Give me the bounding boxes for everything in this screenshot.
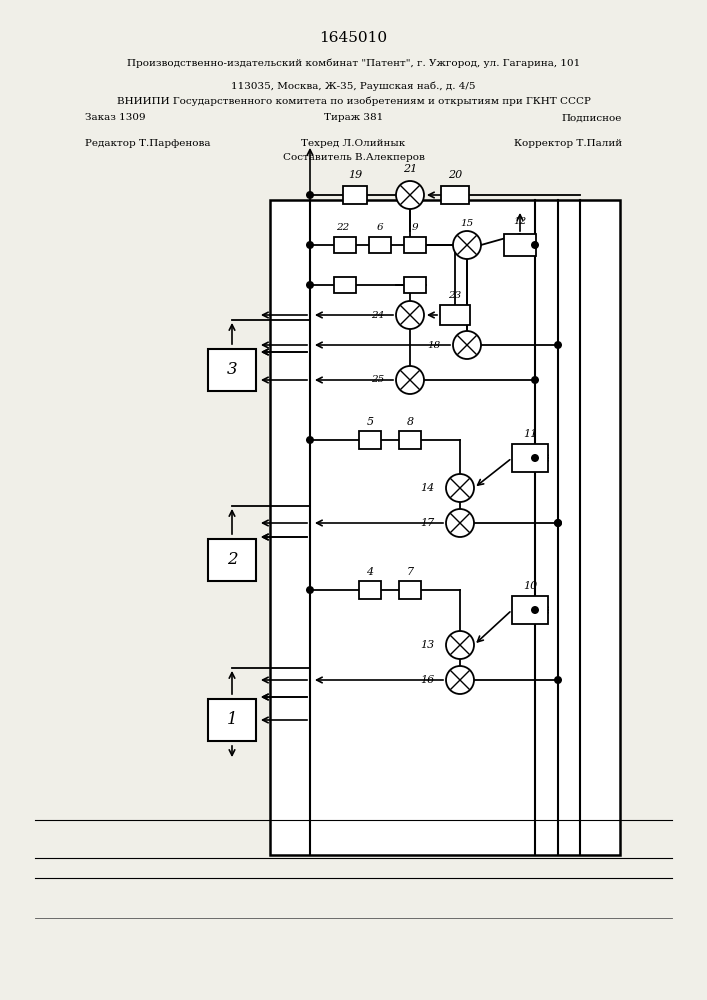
Text: 2: 2 bbox=[227, 552, 238, 568]
Text: 11: 11 bbox=[523, 429, 537, 439]
Text: 14: 14 bbox=[420, 483, 434, 493]
Bar bbox=[440, 305, 470, 325]
Text: 12: 12 bbox=[513, 217, 527, 226]
Text: 22: 22 bbox=[337, 223, 350, 232]
Circle shape bbox=[396, 301, 424, 329]
Bar bbox=[270, 200, 620, 855]
Circle shape bbox=[446, 666, 474, 694]
Text: 3: 3 bbox=[227, 361, 238, 378]
Text: Корректор Т.Палий: Корректор Т.Палий bbox=[514, 138, 622, 147]
Text: 7: 7 bbox=[407, 567, 414, 577]
Text: 8: 8 bbox=[407, 417, 414, 427]
Text: 18: 18 bbox=[428, 340, 441, 350]
Bar bbox=[512, 596, 548, 624]
Bar bbox=[343, 186, 367, 204]
Circle shape bbox=[531, 454, 539, 462]
Circle shape bbox=[453, 331, 481, 359]
Text: 1645010: 1645010 bbox=[319, 31, 387, 45]
Text: 24: 24 bbox=[370, 310, 384, 320]
Bar bbox=[359, 581, 381, 599]
Bar bbox=[208, 539, 256, 581]
Text: Заказ 1309: Заказ 1309 bbox=[85, 113, 146, 122]
Text: 4: 4 bbox=[366, 567, 373, 577]
Circle shape bbox=[306, 281, 314, 289]
Circle shape bbox=[446, 474, 474, 502]
Bar bbox=[359, 431, 381, 449]
Bar bbox=[208, 699, 256, 741]
Text: 9: 9 bbox=[411, 223, 419, 232]
Text: 20: 20 bbox=[448, 170, 462, 180]
Circle shape bbox=[554, 341, 562, 349]
Circle shape bbox=[306, 191, 314, 199]
Text: 113035, Москва, Ж-35, Раушская наб., д. 4/5: 113035, Москва, Ж-35, Раушская наб., д. … bbox=[231, 81, 476, 91]
Bar bbox=[512, 444, 548, 472]
Text: 6: 6 bbox=[377, 223, 383, 232]
Circle shape bbox=[554, 676, 562, 684]
Bar bbox=[504, 234, 536, 256]
Text: 25: 25 bbox=[370, 375, 384, 384]
Text: 13: 13 bbox=[420, 640, 434, 650]
Bar bbox=[399, 431, 421, 449]
Text: Производственно-издательский комбинат "Патент", г. Ужгород, ул. Гагарина, 101: Производственно-издательский комбинат "П… bbox=[127, 58, 580, 68]
Circle shape bbox=[446, 509, 474, 537]
Circle shape bbox=[396, 366, 424, 394]
Circle shape bbox=[531, 376, 539, 384]
Circle shape bbox=[531, 606, 539, 614]
Text: 19: 19 bbox=[348, 170, 362, 180]
Bar bbox=[404, 277, 426, 293]
Text: 17: 17 bbox=[420, 518, 434, 528]
Circle shape bbox=[446, 631, 474, 659]
Text: 23: 23 bbox=[448, 290, 462, 300]
Bar bbox=[404, 237, 426, 253]
Bar bbox=[334, 277, 356, 293]
Text: 21: 21 bbox=[403, 164, 417, 174]
Text: Составитель В.Алекперов: Составитель В.Алекперов bbox=[283, 153, 424, 162]
Bar bbox=[441, 186, 469, 204]
Circle shape bbox=[396, 181, 424, 209]
Text: 15: 15 bbox=[460, 219, 474, 228]
Text: 16: 16 bbox=[420, 675, 434, 685]
Text: Тираж 381: Тираж 381 bbox=[324, 113, 383, 122]
Text: 5: 5 bbox=[366, 417, 373, 427]
Text: 1: 1 bbox=[227, 712, 238, 728]
Circle shape bbox=[554, 519, 562, 527]
Circle shape bbox=[453, 231, 481, 259]
Text: ВНИИПИ Государственного комитета по изобретениям и открытиям при ГКНТ СССР: ВНИИПИ Государственного комитета по изоб… bbox=[117, 96, 590, 106]
Circle shape bbox=[306, 241, 314, 249]
Circle shape bbox=[531, 241, 539, 249]
Text: Редактор Т.Парфенова: Редактор Т.Парфенова bbox=[85, 138, 211, 147]
Circle shape bbox=[306, 436, 314, 444]
Bar bbox=[399, 581, 421, 599]
Circle shape bbox=[554, 519, 562, 527]
Bar bbox=[369, 237, 391, 253]
Circle shape bbox=[306, 586, 314, 594]
Text: 10: 10 bbox=[523, 581, 537, 591]
Bar bbox=[334, 237, 356, 253]
Text: Подписное: Подписное bbox=[562, 113, 622, 122]
Bar bbox=[208, 349, 256, 391]
Text: Техред Л.Олийнык: Техред Л.Олийнык bbox=[301, 138, 406, 147]
